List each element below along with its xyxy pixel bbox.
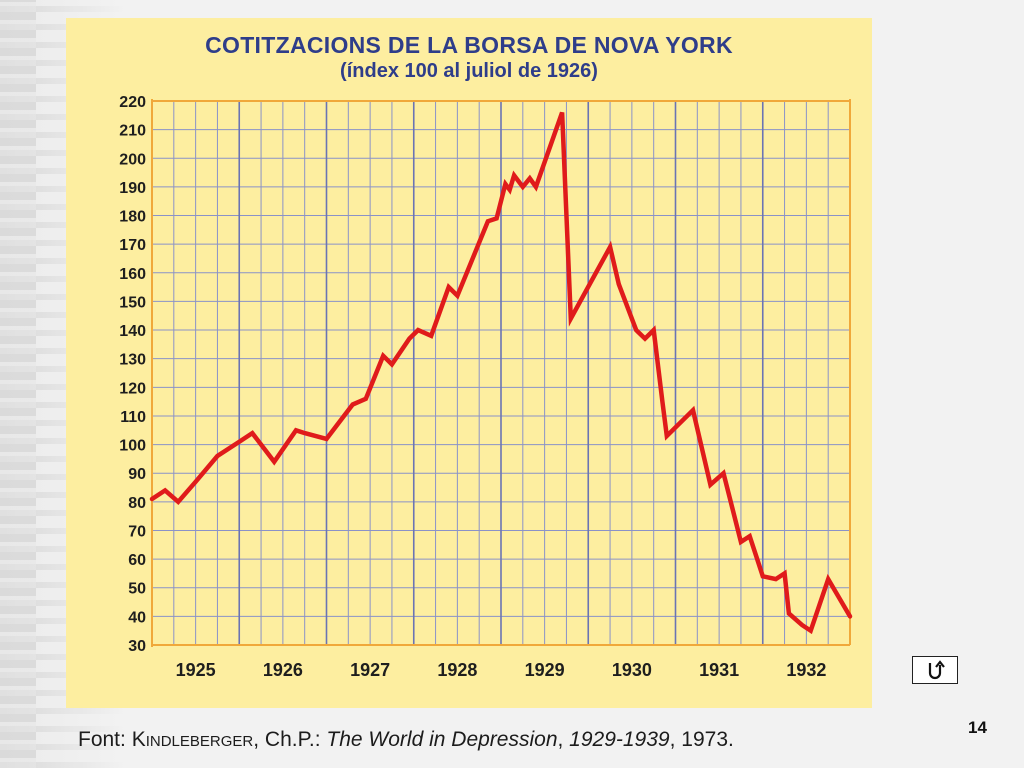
- chart-figure: [66, 18, 872, 708]
- x-tick-label: 1929: [525, 660, 565, 680]
- y-tick-label: 150: [119, 294, 146, 311]
- y-tick-label: 80: [128, 495, 146, 512]
- source-years: 1929-1939: [569, 728, 670, 751]
- source-end: , 1973.: [669, 728, 734, 751]
- chart-title: COTITZACIONS DE LA BORSA DE NOVA YORK: [205, 32, 733, 58]
- chart-subtitle: (índex 100 al juliol de 1926): [340, 60, 598, 82]
- source-title: The World in Depression: [326, 728, 558, 751]
- return-arrow-icon: [928, 660, 945, 680]
- source-mid: , Ch.P.:: [253, 728, 327, 751]
- y-tick-label: 30: [128, 638, 146, 655]
- y-tick-label: 90: [128, 466, 146, 483]
- y-tick-label: 120: [119, 380, 146, 397]
- y-tick-label: 160: [119, 266, 146, 283]
- y-tick-label: 220: [119, 94, 146, 111]
- y-tick-label: 190: [119, 180, 146, 197]
- return-button[interactable]: [912, 656, 958, 684]
- x-tick-label: 1926: [263, 660, 303, 680]
- y-tick-label: 40: [128, 609, 146, 626]
- x-tick-label: 1927: [350, 660, 390, 680]
- y-tick-label: 200: [119, 151, 146, 168]
- y-tick-label: 170: [119, 237, 146, 254]
- source-citation: Font: Kindleberger, Ch.P.: The World in …: [78, 728, 734, 752]
- y-tick-label: 210: [119, 123, 146, 140]
- x-tick-label: 1931: [699, 660, 739, 680]
- page-number: 14: [968, 718, 987, 737]
- source-author: Kindleberger: [131, 728, 254, 751]
- y-tick-label: 110: [120, 409, 146, 426]
- y-tick-label: 140: [119, 323, 146, 340]
- y-tick-label: 100: [119, 438, 146, 455]
- y-tick-label: 50: [128, 581, 146, 598]
- series-line: [149, 111, 853, 635]
- x-tick-label: 1932: [786, 660, 826, 680]
- x-tick-label: 1928: [437, 660, 477, 680]
- source-prefix: Font:: [78, 728, 132, 751]
- y-tick-label: 130: [119, 352, 146, 369]
- y-tick-label: 180: [119, 209, 146, 226]
- y-tick-label: 60: [128, 552, 146, 569]
- x-tick-label: 1925: [176, 660, 216, 680]
- x-tick-label: 1930: [612, 660, 652, 680]
- source-separator: ,: [557, 728, 570, 751]
- y-tick-label: 70: [128, 523, 146, 540]
